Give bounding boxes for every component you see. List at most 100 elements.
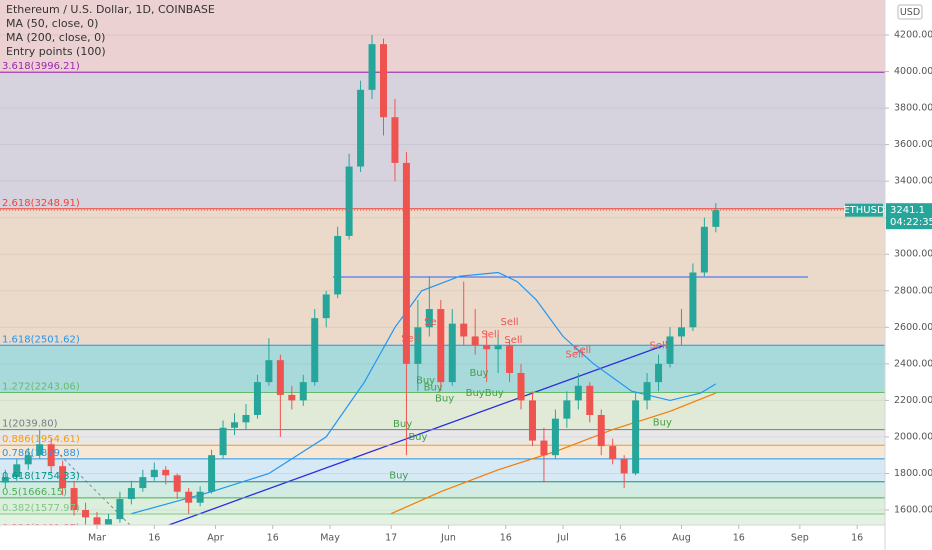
candle-body (574, 385, 582, 401)
x-tick-label: 16 (733, 533, 745, 544)
y-tick-label: 3000.00 (894, 249, 932, 260)
fib-band (0, 497, 885, 515)
candle-body (36, 444, 44, 456)
y-tick-label: 2200.00 (894, 395, 932, 406)
y-tick-label: 3400.00 (894, 176, 932, 187)
currency-box[interactable] (897, 4, 923, 20)
fib-band (0, 72, 885, 209)
candle-body (1, 477, 9, 483)
candle-body (597, 415, 605, 447)
candle-body (59, 466, 67, 489)
fib-band (0, 392, 885, 430)
candle-body (632, 400, 640, 474)
candle-body (712, 210, 720, 227)
candle-body (47, 444, 55, 467)
candle-body (666, 336, 674, 364)
price-label: 3241.1 (890, 205, 925, 216)
candle-body (127, 488, 135, 500)
candle-body (368, 44, 376, 90)
signal-label: Buy (393, 419, 412, 430)
x-tick-label: Aug (672, 533, 691, 544)
y-tick-label: 2800.00 (894, 285, 932, 296)
fib-band (0, 514, 885, 525)
fib-label: 0.5(1666.15) (2, 487, 67, 498)
candle-body (104, 519, 112, 525)
candle-body (345, 166, 353, 236)
candle-body (219, 427, 227, 456)
legend-entry: MA (200, close, 0) (6, 31, 105, 44)
y-tick-label: 3800.00 (894, 103, 932, 114)
x-tick-label: Sep (791, 533, 809, 544)
candle-body (162, 469, 170, 476)
fib-label: 1.618(2501.62) (2, 334, 80, 345)
signal-label: Buy (424, 383, 443, 394)
signal-label: Sell (481, 330, 499, 341)
candle-body (231, 422, 239, 428)
fib-label: 2.618(3248.91) (2, 198, 80, 209)
candle-body (357, 89, 365, 167)
fib-label: 1(2039.80) (2, 419, 58, 430)
candle-body (689, 272, 697, 328)
candle-body (448, 323, 456, 383)
candle-body (460, 323, 468, 337)
y-tick-label: 2000.00 (894, 431, 932, 442)
fib-band (0, 445, 885, 459)
candle-body (586, 385, 594, 415)
candle-body (517, 372, 525, 401)
candle-body (13, 464, 21, 478)
candle-body (288, 394, 296, 401)
candle-body (265, 360, 273, 383)
legend-entry: MA (50, close, 0) (6, 17, 98, 30)
countdown: 04:22:35 (890, 217, 932, 228)
candle-body (380, 44, 387, 118)
signal-label: Sell (565, 350, 583, 361)
candle-body (242, 415, 250, 423)
candle-body (425, 309, 433, 328)
candle-body (528, 400, 536, 441)
x-tick-label: Jul (556, 533, 568, 544)
signal-label: Buy (485, 388, 504, 399)
candle-body (196, 491, 204, 503)
candle-body (643, 382, 651, 401)
symbol-tag (845, 203, 883, 217)
candle-body (551, 418, 559, 456)
x-tick-label: 17 (385, 533, 397, 544)
y-tick-label: 3600.00 (894, 139, 932, 150)
candle-body (700, 226, 708, 273)
candle-body (402, 162, 410, 364)
signal-label: Sell (501, 317, 519, 328)
signal-label: Sell (650, 341, 668, 352)
candle-body (93, 517, 101, 525)
fib-label: 0.236(1469.87) (2, 523, 80, 534)
fib-label: 0.886(1954.61) (2, 434, 80, 445)
candle-body (655, 363, 663, 383)
fib-label: 0.618(1754.33) (2, 471, 80, 482)
signal-label: Buy (653, 417, 672, 428)
signal-label: Sell (424, 317, 442, 328)
candle-body (173, 475, 181, 492)
candle-body (253, 382, 261, 415)
signal-label: Buy (435, 394, 454, 405)
candle-body (139, 477, 147, 489)
y-tick-label: 4200.00 (894, 30, 932, 41)
symbol: ETHUSD (843, 205, 885, 216)
candle-body (540, 440, 548, 456)
indicator: Entry points (100) (6, 45, 106, 58)
currency: USD (900, 7, 920, 18)
x-tick-label: 16 (267, 533, 279, 544)
candle-body (437, 309, 445, 383)
candle-body (609, 446, 617, 459)
fib-label: 3.618(3996.21) (2, 61, 80, 72)
x-tick-label: May (320, 533, 340, 544)
price-axis (885, 0, 932, 550)
x-tick-label: 16 (148, 533, 160, 544)
candle-body (276, 360, 284, 395)
candle-body (185, 491, 193, 503)
candle-body (334, 235, 342, 295)
signal-label: Buy (466, 388, 485, 399)
time-axis (0, 525, 885, 550)
signal-label: Sell (573, 345, 591, 356)
candle-body (494, 345, 502, 350)
signal-label: Buy (389, 470, 408, 481)
